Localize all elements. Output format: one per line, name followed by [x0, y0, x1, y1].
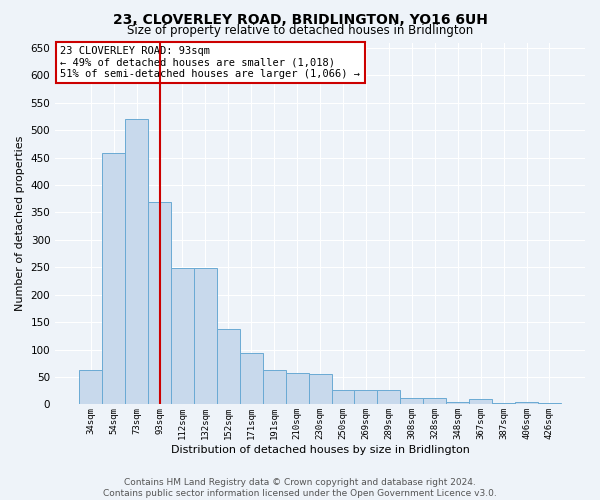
Bar [423, 398, 446, 404]
Bar [217, 328, 240, 404]
Text: 23, CLOVERLEY ROAD, BRIDLINGTON, YO16 6UH: 23, CLOVERLEY ROAD, BRIDLINGTON, YO16 6U… [113, 12, 487, 26]
Bar [538, 403, 561, 404]
Bar [308, 374, 332, 404]
Bar [446, 402, 469, 404]
Bar [194, 268, 217, 404]
Text: Contains HM Land Registry data © Crown copyright and database right 2024.
Contai: Contains HM Land Registry data © Crown c… [103, 478, 497, 498]
Bar [355, 390, 377, 404]
Text: 23 CLOVERLEY ROAD: 93sqm
← 49% of detached houses are smaller (1,018)
51% of sem: 23 CLOVERLEY ROAD: 93sqm ← 49% of detach… [61, 46, 361, 80]
X-axis label: Distribution of detached houses by size in Bridlington: Distribution of detached houses by size … [170, 445, 470, 455]
Bar [492, 403, 515, 404]
Y-axis label: Number of detached properties: Number of detached properties [15, 136, 25, 311]
Bar [102, 154, 125, 404]
Bar [79, 370, 102, 404]
Bar [377, 390, 400, 404]
Bar [332, 390, 355, 404]
Text: Size of property relative to detached houses in Bridlington: Size of property relative to detached ho… [127, 24, 473, 37]
Bar [148, 202, 171, 404]
Bar [240, 354, 263, 405]
Bar [171, 268, 194, 404]
Bar [125, 120, 148, 405]
Bar [286, 373, 308, 404]
Bar [469, 400, 492, 404]
Bar [263, 370, 286, 404]
Bar [400, 398, 423, 404]
Bar [515, 402, 538, 404]
